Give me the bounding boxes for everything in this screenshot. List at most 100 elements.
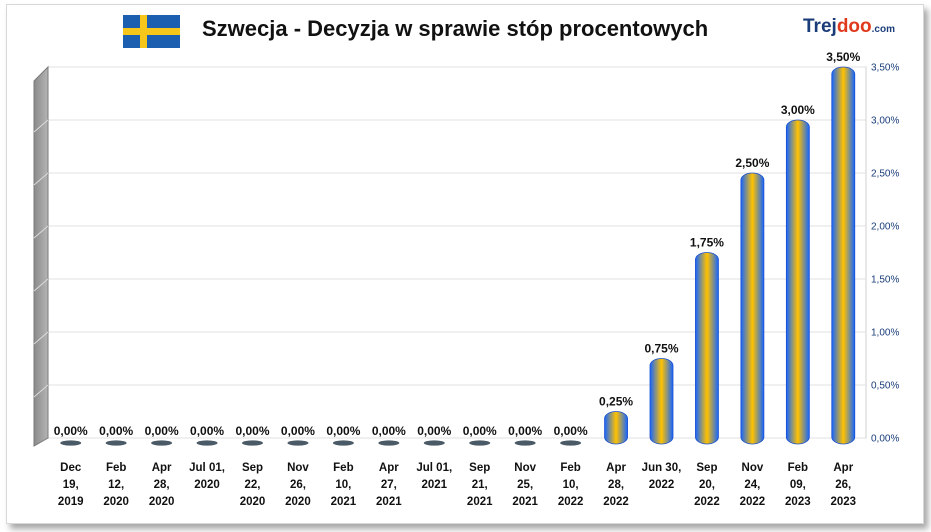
x-tick-label: 2020 bbox=[240, 496, 266, 508]
y-tick-label: 1,00% bbox=[871, 328, 899, 339]
x-tick-label: 27, bbox=[381, 479, 397, 491]
data-labels: 0,00% 0,00% 0,00% 0,00% 0,00% 0,00% 0,00% 0,00%… bbox=[54, 50, 861, 438]
x-tick-label: 10, bbox=[563, 479, 579, 491]
chart-title: Szwecja - Decyzja w sprawie stóp procent… bbox=[202, 16, 709, 41]
bar bbox=[604, 411, 628, 445]
bar bbox=[695, 252, 719, 445]
plot-area bbox=[47, 66, 867, 439]
bar-zero bbox=[560, 440, 582, 446]
bar-zero bbox=[332, 440, 354, 446]
data-label: 0,00% bbox=[190, 424, 224, 438]
y-tick-label: 2,50% bbox=[871, 169, 899, 180]
x-axis-labels: Dec 19, 2019 Feb 12, 2020 Apr 28, 2020 Jul 01, 202… bbox=[58, 462, 856, 508]
wall-gridline bbox=[33, 278, 49, 292]
x-tick-label: Nov bbox=[514, 462, 536, 474]
x-tick-label: 28, bbox=[608, 479, 624, 491]
x-tick-label: Apr bbox=[833, 462, 853, 474]
x-tick-label: 2022 bbox=[603, 496, 629, 508]
bar-zero bbox=[423, 440, 445, 446]
wall-side bbox=[33, 65, 49, 447]
wall-gridline bbox=[33, 172, 49, 186]
x-tick-label: Nov bbox=[287, 462, 309, 474]
bar-zero bbox=[60, 440, 82, 446]
x-tick-label: 20, bbox=[699, 479, 715, 491]
data-label: 3,50% bbox=[826, 50, 860, 64]
x-tick-label: Jul 01, bbox=[416, 462, 452, 474]
data-label: 1,75% bbox=[690, 236, 724, 250]
y-axis-ticks: 0,00% 0,50% 1,00% 1,50% 2,00% 2,50% 3,00% 3,50% bbox=[871, 63, 899, 445]
data-label: 0,00% bbox=[54, 424, 88, 438]
x-tick-label: Jul 01, bbox=[189, 462, 225, 474]
bar-zero bbox=[514, 440, 536, 446]
x-tick-label: Feb bbox=[560, 462, 580, 474]
x-tick-label: 2020 bbox=[103, 496, 129, 508]
x-tick-label: Feb bbox=[106, 462, 126, 474]
wall-gridline bbox=[33, 119, 49, 133]
data-label: 0,00% bbox=[145, 424, 179, 438]
data-label: 0,00% bbox=[508, 424, 542, 438]
x-tick-label: 2022 bbox=[558, 496, 584, 508]
x-tick-label: 2020 bbox=[149, 496, 175, 508]
x-tick-label: Apr bbox=[379, 462, 399, 474]
x-tick-label: Sep bbox=[469, 462, 490, 474]
x-tick-label: Sep bbox=[696, 462, 717, 474]
data-label: 0,00% bbox=[326, 424, 360, 438]
y-tick-label: 3,50% bbox=[871, 63, 899, 74]
trejdoo-logo: Trejdoo.com bbox=[803, 16, 895, 38]
x-tick-label: 2023 bbox=[785, 496, 811, 508]
bars bbox=[60, 66, 856, 446]
wall-gridline bbox=[33, 225, 49, 239]
x-tick-label: 24, bbox=[744, 479, 760, 491]
bar-zero bbox=[105, 440, 127, 446]
wall-gridline bbox=[33, 331, 49, 345]
bar-zero bbox=[242, 440, 263, 446]
data-label: 0,00% bbox=[99, 424, 133, 438]
data-label: 0,00% bbox=[372, 424, 406, 438]
x-tick-label: 2021 bbox=[512, 496, 538, 508]
x-tick-label: Feb bbox=[333, 462, 353, 474]
data-label: 0,25% bbox=[599, 395, 633, 409]
y-tick-label: 3,00% bbox=[871, 116, 899, 127]
x-tick-label: Sep bbox=[242, 462, 263, 474]
x-tick-label: 10, bbox=[335, 479, 351, 491]
x-tick-label: 12, bbox=[108, 479, 124, 491]
x-tick-label: 19, bbox=[63, 479, 79, 491]
bar-zero bbox=[196, 440, 218, 446]
bar bbox=[785, 119, 810, 445]
x-tick-label: 26, bbox=[290, 479, 306, 491]
x-tick-label: 2023 bbox=[830, 496, 856, 508]
wall-gridline bbox=[33, 384, 49, 398]
data-label: 0,00% bbox=[281, 424, 315, 438]
data-label: 0,75% bbox=[644, 342, 678, 356]
logo-text-main: Trej bbox=[803, 16, 837, 37]
x-tick-label: Feb bbox=[788, 462, 808, 474]
sweden-flag-icon bbox=[123, 15, 180, 48]
bar-zero bbox=[378, 440, 400, 446]
bar bbox=[831, 66, 856, 445]
x-tick-label: 2022 bbox=[740, 496, 766, 508]
y-tick-label: 0,50% bbox=[871, 381, 899, 392]
data-label: 0,00% bbox=[463, 424, 497, 438]
logo-text-domain: .com bbox=[871, 24, 895, 35]
left-wall bbox=[33, 65, 49, 447]
data-label: 3,00% bbox=[781, 103, 815, 117]
x-tick-label: 2022 bbox=[649, 479, 675, 491]
x-tick-label: 21, bbox=[472, 479, 488, 491]
flag-cross-horizontal bbox=[123, 28, 180, 35]
x-tick-label: 2022 bbox=[694, 496, 720, 508]
data-label: 2,50% bbox=[735, 156, 769, 170]
gridlines bbox=[47, 66, 867, 439]
x-tick-label: 2021 bbox=[421, 479, 447, 491]
x-tick-label: 2021 bbox=[376, 496, 402, 508]
x-tick-label: 25, bbox=[517, 479, 533, 491]
x-tick-label: Apr bbox=[606, 462, 626, 474]
y-tick-label: 2,00% bbox=[871, 222, 899, 233]
data-label: 0,00% bbox=[554, 424, 588, 438]
flag-cross-vertical bbox=[140, 15, 147, 48]
bar bbox=[740, 172, 765, 445]
data-label: 0,00% bbox=[417, 424, 451, 438]
x-tick-label: 26, bbox=[835, 479, 851, 491]
bar bbox=[649, 358, 674, 445]
logo-text-accent: doo bbox=[836, 16, 872, 37]
x-tick-label: 2021 bbox=[467, 496, 493, 508]
